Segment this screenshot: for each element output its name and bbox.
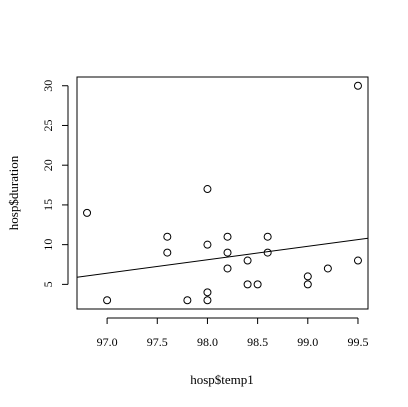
plot-area-frame	[76, 76, 369, 310]
data-point	[353, 81, 362, 90]
x-tick-label: 98.5	[247, 335, 268, 349]
x-tick-label: 97.5	[147, 335, 168, 349]
y-axis: 5 10 15 20 25 30	[41, 80, 69, 287]
data-point	[223, 232, 232, 241]
data-point	[243, 280, 252, 289]
data-point	[303, 280, 312, 289]
data-point	[303, 272, 312, 281]
y-tick-label: 25	[41, 119, 55, 131]
data-point	[263, 248, 272, 257]
data-point	[223, 264, 232, 273]
data-point	[223, 248, 232, 257]
x-tick-label: 99.0	[297, 335, 318, 349]
data-point	[253, 280, 262, 289]
data-point	[203, 185, 212, 194]
x-tick-label: 99.5	[347, 335, 368, 349]
x-axis-title: hosp$temp1	[190, 372, 254, 387]
data-point	[163, 248, 172, 257]
data-point	[203, 240, 212, 249]
y-tick-label: 20	[41, 159, 55, 171]
data-point	[203, 296, 212, 305]
data-point	[323, 264, 332, 273]
data-point	[353, 256, 362, 265]
data-point	[263, 232, 272, 241]
y-tick-label: 15	[41, 199, 55, 211]
data-point	[243, 256, 252, 265]
y-tick-label: 30	[41, 80, 55, 92]
y-axis-title: hosp$duration	[6, 155, 21, 230]
data-point	[203, 288, 212, 297]
x-tick-label: 98.0	[197, 335, 218, 349]
data-point	[103, 296, 112, 305]
data-point	[163, 232, 172, 241]
regression-line	[76, 237, 369, 278]
data-points	[83, 81, 362, 305]
y-tick-label: 5	[41, 281, 55, 287]
x-axis: 97.0 97.5 98.0 98.5 99.0 99.5	[97, 317, 368, 349]
data-point	[183, 296, 192, 305]
x-tick-label: 97.0	[97, 335, 118, 349]
y-tick-label: 10	[41, 239, 55, 251]
data-point	[83, 208, 92, 217]
